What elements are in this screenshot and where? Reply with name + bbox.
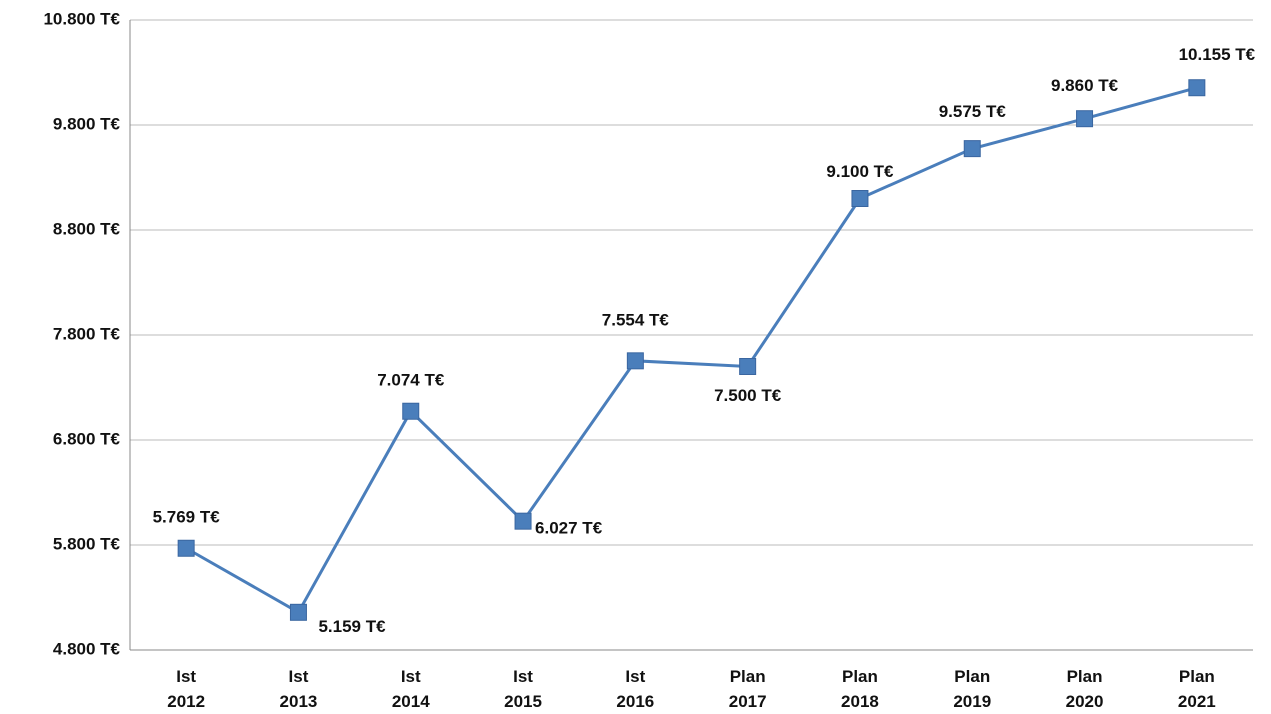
y-tick-label: 10.800 T€ — [43, 9, 120, 28]
marker — [1188, 79, 1206, 97]
marker — [963, 140, 981, 158]
value-label: 10.155 T€ — [1179, 45, 1256, 64]
value-label: 7.074 T€ — [377, 371, 445, 390]
y-tick-label: 4.800 T€ — [53, 639, 121, 658]
marker — [739, 358, 757, 375]
x-tick-label: Plan 2019 — [953, 667, 991, 711]
y-tick-label: 5.800 T€ — [53, 534, 121, 553]
marker — [1076, 110, 1094, 128]
x-tick-label: Plan 2017 — [729, 667, 767, 711]
x-tick-label: Plan 2018 — [841, 667, 879, 711]
y-tick-label: 8.800 T€ — [53, 219, 121, 238]
x-tick-label: Ist 2015 — [504, 667, 542, 711]
marker — [402, 402, 420, 420]
y-tick-label: 9.800 T€ — [53, 114, 121, 133]
value-label: 9.575 T€ — [939, 102, 1007, 121]
value-label: 7.500 T€ — [714, 386, 782, 405]
value-label: 5.769 T€ — [153, 508, 221, 527]
value-label: 7.554 T€ — [602, 310, 670, 329]
x-tick-label: Ist 2013 — [280, 667, 318, 711]
marker — [289, 603, 307, 621]
marker — [626, 352, 644, 370]
x-tick-label: Plan 2021 — [1178, 667, 1216, 711]
marker — [177, 539, 195, 557]
x-tick-label: Plan 2020 — [1066, 667, 1104, 711]
x-tick-label: Ist 2016 — [616, 667, 654, 711]
value-label: 9.860 T€ — [1051, 76, 1119, 95]
x-tick-label: Ist 2014 — [392, 667, 430, 711]
y-tick-label: 6.800 T€ — [53, 429, 121, 448]
value-label: 5.159 T€ — [318, 617, 386, 636]
line — [185, 86, 1198, 615]
value-label: 9.100 T€ — [826, 162, 894, 181]
value-label: 6.027 T€ — [535, 519, 603, 538]
marker — [851, 190, 869, 207]
x-tick-label: Ist 2012 — [167, 667, 205, 711]
y-tick-label: 7.800 T€ — [53, 324, 121, 343]
marker — [514, 512, 532, 530]
